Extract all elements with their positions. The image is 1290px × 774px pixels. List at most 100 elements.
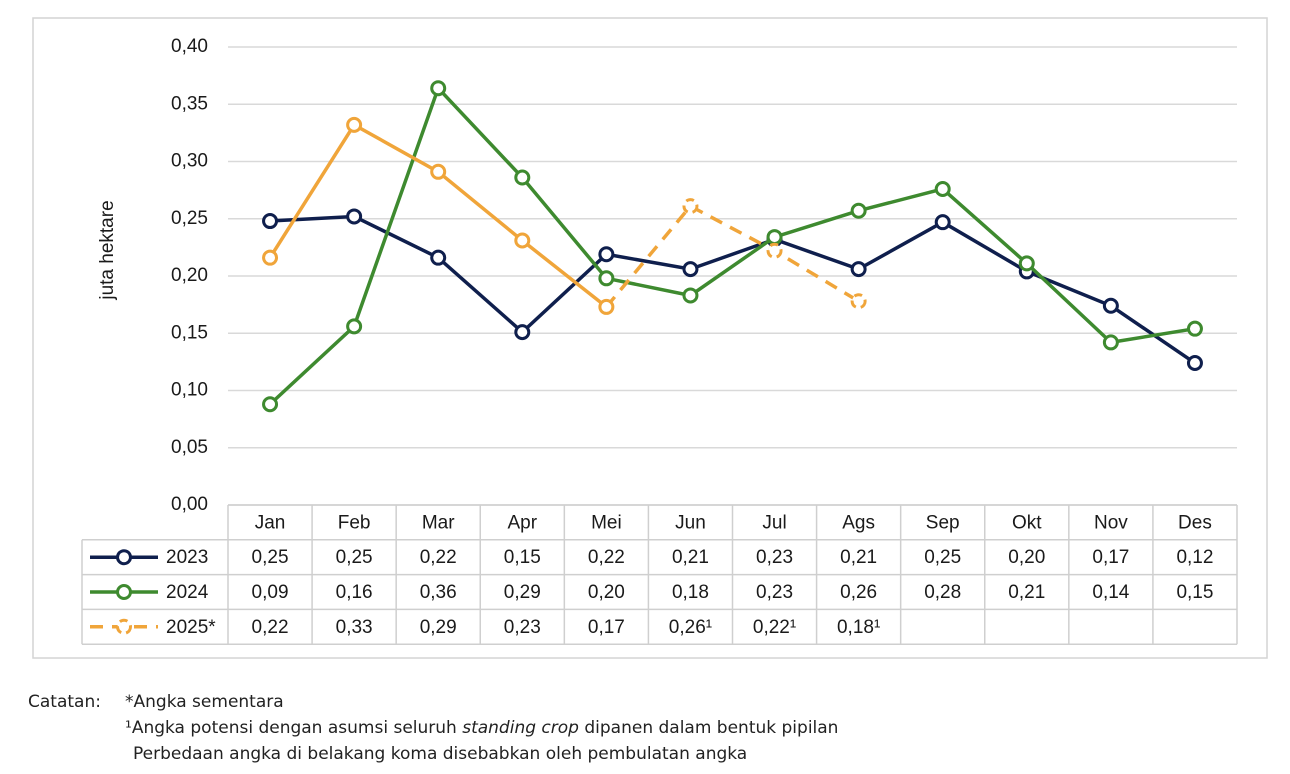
legend-label: 2024 bbox=[166, 582, 209, 603]
data-point bbox=[682, 261, 699, 278]
table-value: 0,17 bbox=[588, 617, 625, 638]
table-value: 0,20 bbox=[588, 582, 625, 603]
data-point bbox=[1102, 297, 1119, 314]
y-tick-label: 0,05 bbox=[171, 437, 208, 458]
x-tick-label: Nov bbox=[1094, 512, 1128, 533]
legend-label: 2025* bbox=[166, 617, 216, 638]
table-value: 0,15 bbox=[1176, 582, 1213, 603]
data-point bbox=[1186, 320, 1203, 337]
table-value: 0,22 bbox=[588, 547, 625, 568]
table-value: 0,18 bbox=[672, 582, 709, 603]
x-tick-label: Jul bbox=[762, 512, 786, 533]
data-point bbox=[514, 169, 531, 186]
table-value: 0,21 bbox=[840, 547, 877, 568]
table-value: 0,20 bbox=[1008, 547, 1045, 568]
y-tick-label: 0,30 bbox=[171, 151, 208, 172]
data-point bbox=[1186, 355, 1203, 372]
legend-label: 2023 bbox=[166, 547, 208, 568]
table-value: 0,28 bbox=[924, 582, 961, 603]
x-tick-label: Mar bbox=[422, 512, 455, 533]
x-tick-label: Apr bbox=[508, 512, 538, 533]
table-value: 0,22 bbox=[252, 617, 289, 638]
table-value: 0,21 bbox=[672, 547, 709, 568]
note-text: dipanen dalam bentuk pipilan bbox=[578, 718, 839, 738]
data-point bbox=[766, 242, 783, 259]
x-tick-label: Jan bbox=[255, 512, 286, 533]
y-tick-label: 0,10 bbox=[171, 380, 208, 401]
table-value: 0,36 bbox=[420, 582, 457, 603]
series-line bbox=[605, 203, 860, 309]
table-value: 0,26 bbox=[840, 582, 877, 603]
data-point bbox=[850, 293, 867, 310]
table-value: 0,22¹ bbox=[753, 617, 796, 638]
note-line: Perbedaan angka di belakang koma disebab… bbox=[133, 744, 748, 764]
data-point bbox=[262, 213, 279, 230]
chart: juta hektare 0,00 0,05 0,10 0,15 0,20 0,25 0,3… bbox=[32, 17, 1268, 659]
series-line bbox=[268, 84, 1196, 406]
table-value: 0,22 bbox=[420, 547, 457, 568]
data-point bbox=[850, 261, 867, 278]
table-value: 0,33 bbox=[336, 617, 373, 638]
table-value: 0,23 bbox=[756, 582, 793, 603]
data-point bbox=[346, 208, 363, 225]
table-value: 0,23 bbox=[504, 617, 541, 638]
data-point bbox=[598, 298, 615, 315]
y-tick-label: 0,40 bbox=[171, 36, 208, 57]
data-point bbox=[682, 287, 699, 304]
data-point bbox=[598, 270, 615, 287]
x-tick-label: Sep bbox=[926, 512, 960, 533]
data-point bbox=[346, 116, 363, 133]
table-value: 0,25 bbox=[924, 547, 961, 568]
table-value: 0,25 bbox=[336, 547, 373, 568]
data-point bbox=[934, 214, 951, 231]
data-point bbox=[682, 198, 699, 215]
data-point bbox=[1018, 255, 1035, 272]
data-point bbox=[346, 318, 363, 335]
legend-marker bbox=[116, 618, 132, 635]
table-value: 0,17 bbox=[1092, 547, 1129, 568]
legend-marker bbox=[116, 584, 132, 600]
y-tick-label: 0,15 bbox=[171, 322, 208, 343]
chart-frame bbox=[32, 17, 1268, 659]
y-tick-label: 0,00 bbox=[171, 494, 208, 515]
table-value: 0,29 bbox=[420, 617, 457, 638]
x-tick-label: Mei bbox=[591, 512, 622, 533]
data-point bbox=[430, 80, 447, 97]
note-text: ¹Angka potensi dengan asumsi seluruh bbox=[125, 718, 463, 738]
data-point bbox=[514, 232, 531, 249]
x-tick-label: Des bbox=[1178, 512, 1212, 533]
data-point bbox=[850, 202, 867, 219]
y-tick-label: 0,25 bbox=[171, 208, 208, 229]
table-value: 0,15 bbox=[504, 547, 541, 568]
table-value: 0,18¹ bbox=[837, 617, 880, 638]
x-tick-label: Okt bbox=[1012, 512, 1042, 533]
table-value: 0,12 bbox=[1176, 547, 1213, 568]
y-axis-label: juta hektare bbox=[97, 200, 118, 300]
data-point bbox=[514, 324, 531, 341]
table-value: 0,26¹ bbox=[669, 617, 712, 638]
x-tick-label: Feb bbox=[338, 512, 371, 533]
table-value: 0,21 bbox=[1008, 582, 1045, 603]
x-tick-label: Ags bbox=[842, 512, 875, 533]
y-tick-label: 0,35 bbox=[171, 93, 208, 114]
data-point bbox=[766, 229, 783, 246]
data-point bbox=[262, 249, 279, 266]
x-tick-label: Jun bbox=[675, 512, 706, 533]
data-point bbox=[262, 396, 279, 413]
table-value: 0,09 bbox=[252, 582, 289, 603]
table-value: 0,23 bbox=[756, 547, 793, 568]
note-text: standing crop bbox=[462, 718, 579, 738]
note-line: ¹Angka potensi dengan asumsi seluruh sta… bbox=[125, 718, 838, 738]
data-point bbox=[430, 163, 447, 180]
data-point bbox=[598, 246, 615, 263]
data-point bbox=[934, 180, 951, 197]
table-value: 0,25 bbox=[252, 547, 289, 568]
note-label: Catatan: bbox=[28, 692, 101, 712]
legend-marker bbox=[116, 549, 132, 566]
table-value: 0,16 bbox=[336, 582, 373, 603]
note-line: *Angka sementara bbox=[125, 692, 284, 712]
data-point bbox=[430, 249, 447, 266]
y-tick-label: 0,20 bbox=[171, 265, 208, 286]
data-point bbox=[1102, 334, 1119, 351]
